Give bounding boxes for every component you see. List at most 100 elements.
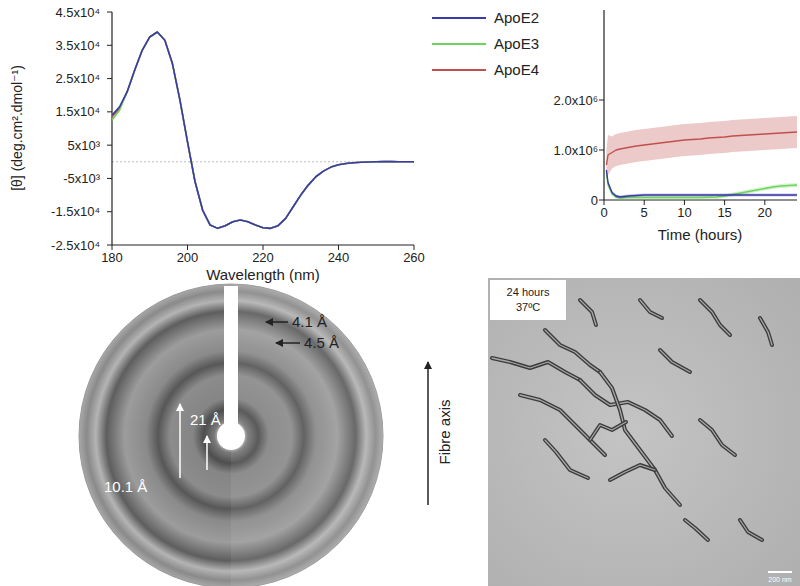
y-tick-label: 4.5x10⁴ xyxy=(55,5,100,20)
fibril-core xyxy=(600,372,680,505)
legend-swatch xyxy=(432,69,486,71)
fibril-core xyxy=(760,318,772,345)
y-tick xyxy=(599,100,604,101)
x-tick-label: 0 xyxy=(600,205,607,220)
scale-bar-label: 200 nm xyxy=(768,576,792,583)
x-tick-label: 240 xyxy=(328,250,350,265)
x-tick-label: 260 xyxy=(403,250,425,265)
y-tick-label: 1.5x10⁴ xyxy=(55,104,100,119)
micrograph: 24 hours37ºC200 nm xyxy=(488,278,800,586)
reflection-label: 4.1 Å xyxy=(292,313,327,330)
fibril xyxy=(492,358,580,380)
fibril-core xyxy=(520,395,605,455)
y-tick xyxy=(599,150,604,151)
fibril xyxy=(740,520,762,540)
reflection-label: 4.5 Å xyxy=(304,334,339,351)
fibril-core xyxy=(545,440,588,478)
error-band xyxy=(606,169,797,199)
y-tick-label: -5x10³ xyxy=(63,171,101,186)
y-tick xyxy=(107,45,112,46)
fibril-core xyxy=(740,520,762,540)
series-line xyxy=(606,132,797,165)
y-tick xyxy=(107,12,112,13)
diffraction-image xyxy=(79,284,383,586)
fibril xyxy=(610,465,655,480)
x-tick-label: 15 xyxy=(717,205,731,220)
series-line xyxy=(606,170,797,197)
fibre-axis-arrow xyxy=(427,362,429,505)
y-tick-label: 0 xyxy=(591,193,598,208)
legend-label: ApoE4 xyxy=(494,61,539,78)
y-axis-label: [θ] (deg.cm².dmol⁻¹) xyxy=(9,65,25,191)
y-tick-label: -2.5x10⁴ xyxy=(51,238,100,253)
reflection-arrow xyxy=(266,321,288,323)
fibril-core xyxy=(700,300,730,335)
y-tick xyxy=(107,145,112,146)
reflection-arrow xyxy=(179,404,181,478)
reflection-arrow xyxy=(276,342,300,344)
fibril xyxy=(660,350,690,372)
fibril xyxy=(520,395,605,455)
chart: 4.5x10⁴3.5x10⁴2.5x10⁴1.5x10⁴5x10³-5x10³-… xyxy=(9,5,425,284)
chart: 0 1.0x10⁶ 2.0x10⁶ 0 5 10 15 20 Time (hours) xyxy=(554,10,797,243)
y-tick-label: -1.5x10⁴ xyxy=(51,204,100,219)
y-tick-label: 3.5x10⁴ xyxy=(55,38,100,53)
y-tick xyxy=(107,178,112,179)
plot-data xyxy=(606,116,797,200)
x-tick-label: 180 xyxy=(101,250,123,265)
fibril-core xyxy=(700,420,735,455)
reflection-label: 10.1 Å xyxy=(104,478,147,495)
beam-centre xyxy=(217,422,245,450)
fibril-core xyxy=(610,465,655,480)
reflection-arrow xyxy=(206,436,208,470)
diffraction-pattern: 4.1 Å 4.5 Å 21 Å 10.1 Å Fibre axis xyxy=(79,284,453,586)
series-line xyxy=(112,32,414,228)
y-tick-label: 5x10³ xyxy=(67,138,100,153)
beam-stop xyxy=(224,286,238,436)
fibril-core xyxy=(685,520,708,540)
x-tick-label: 10 xyxy=(677,205,691,220)
image-half-shade xyxy=(231,284,383,586)
legend-swatch xyxy=(432,17,486,19)
fibril-core xyxy=(580,300,596,325)
error-band xyxy=(606,116,797,180)
y-axis-line xyxy=(603,10,604,200)
figure: 4.5x10⁴3.5x10⁴2.5x10⁴1.5x10⁴5x10³-5x10³-… xyxy=(0,0,800,586)
fibril-core xyxy=(660,350,690,372)
x-axis-label: Time (hours) xyxy=(658,226,742,243)
y-tick-label: 1.0x10⁶ xyxy=(554,143,598,158)
series-line xyxy=(112,32,414,228)
y-tick xyxy=(599,200,604,201)
fibril xyxy=(700,420,735,455)
fibre-axis-label: Fibre axis xyxy=(436,399,453,464)
reflection-label: 21 Å xyxy=(190,411,221,428)
fibril-core xyxy=(640,300,662,318)
x-axis-label: Wavelength (nm) xyxy=(206,266,320,283)
y-tick xyxy=(107,245,112,246)
legend-swatch xyxy=(432,43,486,45)
x-axis-line xyxy=(604,199,797,200)
fibril xyxy=(685,520,708,540)
caption-box xyxy=(490,280,566,320)
fibril-core xyxy=(590,422,626,440)
fibril xyxy=(590,422,626,440)
series-line xyxy=(112,32,414,228)
fibril-core xyxy=(545,330,600,372)
y-tick xyxy=(107,111,112,112)
fibril xyxy=(580,300,596,325)
x-tick-label: 20 xyxy=(758,205,772,220)
y-tick xyxy=(107,211,112,212)
scale-bar xyxy=(768,571,792,573)
fibrils xyxy=(492,300,772,540)
x-tick-label: 200 xyxy=(177,250,199,265)
fibril xyxy=(640,300,662,318)
legend-label: ApoE3 xyxy=(494,35,539,52)
y-tick-label: 2.0x10⁶ xyxy=(554,93,598,108)
caption-text: 24 hours xyxy=(507,286,550,298)
micrograph-background xyxy=(488,278,800,586)
x-tick-label: 5 xyxy=(641,205,648,220)
fibril xyxy=(545,440,588,478)
error-band xyxy=(606,171,797,201)
fibril xyxy=(545,330,600,372)
legend: ApoE2ApoE3ApoE4 xyxy=(432,9,539,78)
